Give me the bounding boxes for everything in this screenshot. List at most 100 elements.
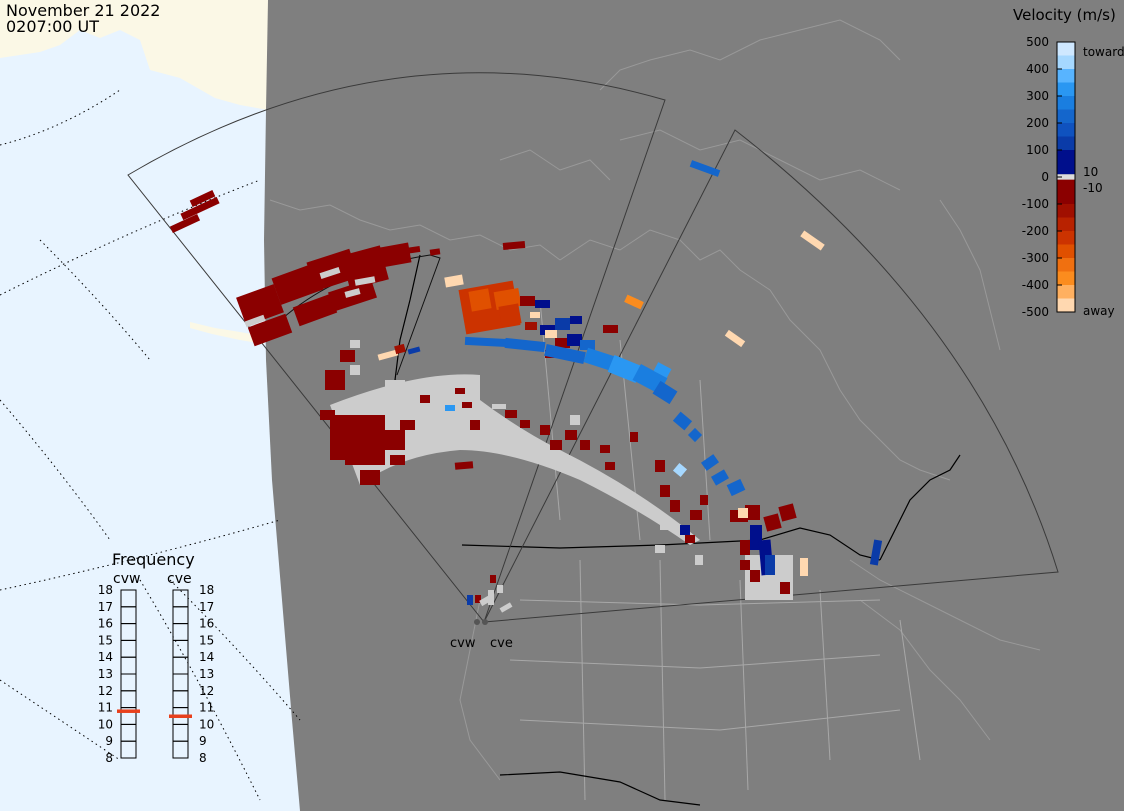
velocity-cell bbox=[780, 582, 790, 594]
velocity-cell bbox=[745, 505, 760, 520]
velocity-cell bbox=[750, 570, 760, 582]
colorbar-segment bbox=[1057, 179, 1075, 204]
colorbar-tick-label: 500 bbox=[1026, 35, 1049, 49]
velocity-cell bbox=[169, 213, 201, 234]
velocity-cell bbox=[689, 160, 721, 177]
radar-label-cve: cve bbox=[490, 636, 513, 651]
velocity-cell bbox=[467, 595, 473, 605]
velocity-cell bbox=[444, 274, 464, 288]
velocity-cell bbox=[711, 469, 729, 486]
velocity-cell bbox=[530, 312, 540, 318]
velocity-cell bbox=[504, 337, 546, 353]
velocity-cell bbox=[445, 405, 455, 411]
velocity-cell bbox=[652, 380, 678, 405]
frequency-scale-label: 11 bbox=[199, 701, 214, 715]
colorbar-segment bbox=[1057, 285, 1075, 299]
frequency-scale-cell bbox=[172, 740, 189, 759]
velocity-cell bbox=[567, 334, 582, 346]
velocity-cell bbox=[189, 190, 216, 207]
velocity-cell bbox=[690, 510, 702, 520]
frequency-scale-label: 13 bbox=[98, 667, 113, 681]
velocity-cell bbox=[660, 520, 670, 530]
colorbar-segment bbox=[1057, 204, 1075, 218]
frequency-scale-label: 14 bbox=[199, 650, 214, 664]
velocity-cell bbox=[404, 245, 421, 255]
frequency-scale-label: 15 bbox=[98, 633, 113, 647]
velocity-cell bbox=[685, 535, 695, 543]
velocity-cell bbox=[385, 380, 405, 395]
velocity-cells bbox=[169, 160, 883, 613]
colorbar-segment bbox=[1057, 258, 1075, 272]
colorbar-tick-label: 200 bbox=[1026, 116, 1049, 130]
velocity-cell bbox=[498, 303, 522, 327]
colorbar-tick-label: -400 bbox=[1022, 278, 1049, 292]
frequency-scale-label: 12 bbox=[98, 684, 113, 698]
velocity-cell bbox=[535, 300, 550, 308]
velocity-cell bbox=[497, 585, 503, 593]
colorbar-tick-label: 300 bbox=[1026, 89, 1049, 103]
velocity-cell bbox=[695, 555, 703, 565]
velocity-cell bbox=[778, 503, 797, 522]
velocity-cell bbox=[525, 322, 537, 330]
velocity-cell bbox=[565, 430, 577, 440]
daylit-land-aleutians bbox=[190, 322, 264, 344]
velocity-cell bbox=[724, 329, 746, 348]
velocity-cell bbox=[545, 330, 557, 338]
colorbar-tick-label: -200 bbox=[1022, 224, 1049, 238]
velocity-cell bbox=[341, 245, 389, 290]
velocity-cell bbox=[490, 575, 496, 583]
velocity-cell bbox=[360, 470, 380, 485]
velocity-cell bbox=[378, 242, 412, 268]
colorbar-label-away: away bbox=[1083, 304, 1115, 318]
radar-site-cvw bbox=[474, 619, 480, 625]
velocity-cell bbox=[468, 288, 492, 312]
colorbar-segment bbox=[1057, 109, 1075, 123]
frequency-scale-label: 18 bbox=[98, 583, 113, 597]
frequency-scale-label: 18 bbox=[199, 583, 214, 597]
frequency-radar-label-cvw: cvw bbox=[113, 571, 140, 587]
colorbar-tick-label: -300 bbox=[1022, 251, 1049, 265]
velocity-cell bbox=[630, 432, 638, 442]
radar-label-cvw: cvw bbox=[450, 636, 476, 651]
colorbar-segment bbox=[1057, 96, 1075, 110]
velocity-cell bbox=[354, 276, 376, 286]
frequency-scale-label: 8 bbox=[199, 751, 207, 765]
frequency-marker-cve bbox=[169, 714, 192, 718]
velocity-cell bbox=[680, 525, 690, 535]
velocity-cell bbox=[492, 404, 506, 409]
colorbar-title: Velocity (m/s) bbox=[1013, 6, 1116, 24]
velocity-cell bbox=[475, 595, 481, 603]
velocity-cell bbox=[292, 293, 338, 327]
velocity-cell bbox=[380, 430, 405, 450]
velocity-cell bbox=[555, 338, 570, 348]
velocity-cell bbox=[800, 558, 808, 576]
velocity-cell bbox=[340, 350, 355, 362]
velocity-cell bbox=[580, 440, 590, 450]
velocity-cell bbox=[180, 196, 220, 221]
colorbar-segment bbox=[1057, 174, 1075, 180]
velocity-cell bbox=[247, 313, 293, 347]
radar-fov bbox=[127, 72, 1059, 624]
frequency-title: Frequency bbox=[112, 550, 195, 569]
velocity-cell bbox=[325, 370, 345, 390]
colorbar-tick-label: -100 bbox=[1022, 197, 1049, 211]
velocity-cell bbox=[470, 420, 480, 430]
frequency-scale-label: 17 bbox=[199, 600, 214, 614]
frequency-scale-label: 9 bbox=[199, 734, 207, 748]
radar-site-cve bbox=[482, 619, 488, 625]
frequency-radar-label-cve: cve bbox=[167, 571, 192, 587]
velocity-cell bbox=[319, 267, 341, 279]
velocity-cell bbox=[624, 294, 644, 310]
velocity-cell bbox=[464, 336, 511, 348]
velocity-cell bbox=[344, 288, 361, 298]
frequency-scale-label: 14 bbox=[98, 650, 113, 664]
frequency-scale-label: 9 bbox=[105, 734, 113, 748]
night-region bbox=[264, 0, 1124, 811]
frequency-scale-label: 11 bbox=[98, 701, 113, 715]
velocity-cell bbox=[479, 595, 491, 607]
velocity-cell bbox=[488, 590, 494, 605]
velocity-cell bbox=[407, 346, 421, 355]
velocity-cell bbox=[462, 402, 472, 408]
colorbar-label-toward: toward bbox=[1083, 45, 1124, 59]
